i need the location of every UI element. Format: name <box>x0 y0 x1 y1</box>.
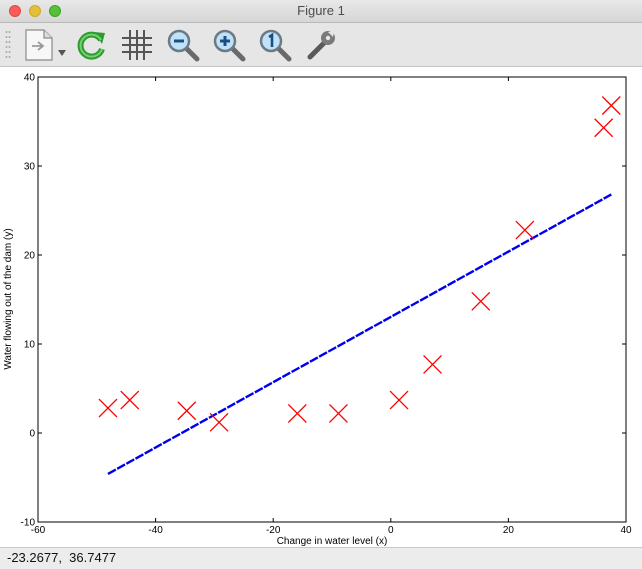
data-point-marker <box>471 291 491 311</box>
data-point-marker <box>177 401 197 421</box>
zoom-out-icon <box>167 29 200 62</box>
data-point-marker <box>287 403 307 423</box>
save-file-button[interactable] <box>20 26 68 64</box>
data-point-marker <box>389 390 409 410</box>
save-file-icon <box>25 29 66 61</box>
minimize-window-button[interactable] <box>29 5 41 17</box>
y-tick-label: 20 <box>24 251 36 262</box>
grid-button[interactable] <box>118 26 156 64</box>
wrench-button[interactable] <box>302 26 340 64</box>
data-point-marker <box>329 403 348 423</box>
x-axis-label: Change in water level (x) <box>277 536 388 547</box>
y-tick-label: 40 <box>24 73 36 84</box>
axes-frame <box>37 76 627 523</box>
zoom-out-button[interactable] <box>164 26 202 64</box>
y-axis-label: Water flowing out of the dam (y) <box>3 228 14 369</box>
x-tick-label: 40 <box>620 525 632 536</box>
data-point-marker <box>594 118 614 138</box>
grid-icon <box>122 30 152 60</box>
title-bar[interactable]: Figure 1 <box>0 0 642 23</box>
zoom-window-button[interactable] <box>49 5 61 17</box>
figure-canvas[interactable]: -10 0 10 20 30 40 -60 -40 -20 0 20 40 Change in wa… <box>0 67 642 548</box>
x-tick-label: -60 <box>31 525 46 536</box>
zoom-in-button[interactable] <box>210 26 248 64</box>
refresh-button[interactable] <box>72 26 110 64</box>
figure-toolbar <box>0 23 642 67</box>
wrench-icon <box>307 31 335 60</box>
refresh-icon <box>77 31 105 60</box>
zoom-reset-button[interactable] <box>256 26 294 64</box>
scatter-plot[interactable]: -10 0 10 20 30 40 -60 -40 -20 0 20 40 Change in wa… <box>0 67 642 548</box>
y-tick-label: -10 <box>21 518 36 529</box>
zoom-reset-icon <box>259 29 292 62</box>
x-tick-label: 20 <box>503 525 515 536</box>
data-point-marker <box>515 220 535 240</box>
status-bar: -23.2677, 36.7477 <box>0 548 642 569</box>
data-point-marker <box>120 390 140 410</box>
data-point-marker <box>423 355 443 374</box>
data-point-marker <box>209 412 229 432</box>
x-tick-label: -20 <box>266 525 281 536</box>
toolbar-grip-icon[interactable] <box>5 29 11 61</box>
cursor-coordinates: -23.2677, 36.7477 <box>7 550 117 565</box>
fit-line <box>107 193 612 475</box>
x-tick-label: 0 <box>388 525 394 536</box>
y-tick-label: 30 <box>24 162 36 173</box>
data-point-marker <box>98 398 118 418</box>
x-tick-label: -40 <box>148 525 163 536</box>
zoom-in-icon <box>213 29 246 62</box>
y-tick-label: 10 <box>24 340 36 351</box>
data-point-marker <box>601 96 621 115</box>
close-window-button[interactable] <box>9 5 21 17</box>
y-tick-label: 0 <box>29 429 35 440</box>
window-title: Figure 1 <box>297 3 345 18</box>
